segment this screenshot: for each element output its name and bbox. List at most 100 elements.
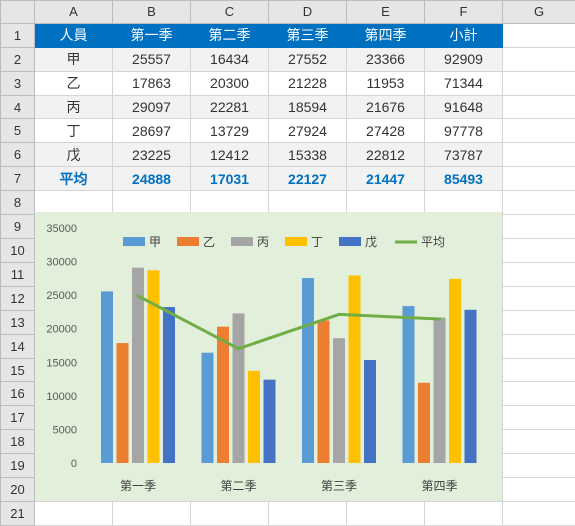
column-header-g[interactable]: G <box>502 0 575 24</box>
header-cell[interactable]: 小計 <box>424 22 503 48</box>
cell[interactable] <box>502 94 575 120</box>
embedded-chart[interactable]: 0 5000 10000 15000 20000 25000 30000 35000 甲 第一季… <box>35 212 502 501</box>
cell[interactable] <box>346 500 425 526</box>
cell[interactable]: 22812 <box>346 142 425 168</box>
cell[interactable] <box>502 333 575 359</box>
cell[interactable] <box>112 500 191 526</box>
column-header-a[interactable]: A <box>34 0 113 24</box>
cell[interactable] <box>502 22 575 48</box>
bar-甲[interactable]: 甲 第一季: 25557 <box>101 291 113 463</box>
cell[interactable] <box>502 381 575 407</box>
cell[interactable]: 戊 <box>34 142 113 168</box>
column-header-f[interactable]: F <box>424 0 503 24</box>
cell[interactable]: 23225 <box>112 142 191 168</box>
row-header[interactable]: 20 <box>0 477 35 502</box>
cell[interactable] <box>502 166 575 192</box>
bar-乙[interactable]: 乙 第一季: 17863 <box>116 343 129 463</box>
cell[interactable]: 乙 <box>34 70 113 96</box>
cell[interactable]: 13729 <box>190 118 269 144</box>
cell[interactable]: 11953 <box>346 70 425 96</box>
row-header[interactable]: 19 <box>0 453 35 479</box>
cell[interactable]: 92909 <box>424 46 503 72</box>
row-header[interactable]: 4 <box>0 94 35 120</box>
cell[interactable] <box>502 238 575 263</box>
cell[interactable] <box>268 190 347 216</box>
bar-戊[interactable]: 戊 第二季: 12412 <box>263 379 276 463</box>
header-cell[interactable]: 人員 <box>34 22 113 48</box>
bar-丁[interactable]: 丁 第一季: 28697 <box>147 270 160 463</box>
row-header[interactable]: 7 <box>0 166 35 192</box>
bar-戊[interactable]: 戊 第一季: 23225 <box>163 307 175 463</box>
bar-戊[interactable]: 戊 第三季: 15338 <box>364 360 376 463</box>
cell[interactable]: 21676 <box>346 94 425 120</box>
bar-乙[interactable]: 乙 第三季: 21228 <box>317 320 330 463</box>
bar-丙[interactable]: 丙 第二季: 22281 <box>232 313 245 463</box>
row-header[interactable]: 12 <box>0 285 35 311</box>
cell[interactable] <box>346 190 425 216</box>
cell[interactable] <box>268 500 347 526</box>
cell[interactable]: 25557 <box>112 46 191 72</box>
cell[interactable]: 15338 <box>268 142 347 168</box>
cell[interactable] <box>502 118 575 144</box>
average-line[interactable] <box>137 294 440 351</box>
cell[interactable] <box>502 261 575 287</box>
row-header[interactable]: 10 <box>0 238 35 263</box>
header-cell[interactable]: 第三季 <box>268 22 347 48</box>
average-cell[interactable]: 85493 <box>424 166 503 192</box>
bar-甲[interactable]: 甲 第三季: 27552 <box>302 278 314 463</box>
cell[interactable]: 丁 <box>34 118 113 144</box>
average-cell[interactable]: 22127 <box>268 166 347 192</box>
average-cell[interactable]: 21447 <box>346 166 425 192</box>
cell[interactable] <box>502 309 575 335</box>
bar-丁[interactable]: 丁 第四季: 27428 <box>449 278 461 463</box>
row-header[interactable]: 17 <box>0 405 35 431</box>
average-label-cell[interactable]: 平均 <box>34 166 113 192</box>
bar-乙[interactable]: 乙 第二季: 20300 <box>217 326 229 463</box>
bar-戊[interactable]: 戊 第四季: 22812 <box>464 309 477 463</box>
cell[interactable] <box>502 500 575 526</box>
cell[interactable]: 29097 <box>112 94 191 120</box>
row-header[interactable]: 6 <box>0 142 35 168</box>
header-cell[interactable]: 第二季 <box>190 22 269 48</box>
cell[interactable] <box>502 190 575 216</box>
cell[interactable]: 21228 <box>268 70 347 96</box>
bar-丙[interactable]: 丙 第一季: 29097 <box>132 267 144 463</box>
average-cell[interactable]: 17031 <box>190 166 269 192</box>
average-cell[interactable]: 24888 <box>112 166 191 192</box>
cell[interactable]: 甲 <box>34 46 113 72</box>
average-point[interactable] <box>237 347 240 351</box>
cell[interactable]: 12412 <box>190 142 269 168</box>
cell[interactable]: 73787 <box>424 142 503 168</box>
row-header[interactable]: 11 <box>0 261 35 287</box>
cell[interactable] <box>502 477 575 502</box>
cell[interactable] <box>502 405 575 431</box>
bar-甲[interactable]: 甲 第四季: 23366 <box>402 306 415 463</box>
cell[interactable]: 16434 <box>190 46 269 72</box>
cell[interactable] <box>502 46 575 72</box>
header-cell[interactable]: 第一季 <box>112 22 191 48</box>
row-header[interactable]: 1 <box>0 22 35 48</box>
cell[interactable] <box>502 285 575 311</box>
cell[interactable]: 18594 <box>268 94 347 120</box>
cell[interactable] <box>502 142 575 168</box>
cell[interactable]: 91648 <box>424 94 503 120</box>
cell[interactable] <box>502 429 575 455</box>
average-point[interactable] <box>438 317 441 321</box>
cell[interactable]: 20300 <box>190 70 269 96</box>
row-header[interactable]: 21 <box>0 500 35 526</box>
column-header-c[interactable]: C <box>190 0 269 24</box>
column-header-d[interactable]: D <box>268 0 347 24</box>
bar-丙[interactable]: 丙 第四季: 21676 <box>433 317 446 463</box>
row-header[interactable]: 5 <box>0 118 35 144</box>
cell[interactable]: 27552 <box>268 46 347 72</box>
row-header[interactable]: 13 <box>0 309 35 335</box>
cell[interactable]: 97778 <box>424 118 503 144</box>
cell[interactable]: 23366 <box>346 46 425 72</box>
bar-丁[interactable]: 丁 第三季: 27924 <box>348 275 361 463</box>
cell[interactable]: 27428 <box>346 118 425 144</box>
cell[interactable]: 丙 <box>34 94 113 120</box>
header-cell[interactable]: 第四季 <box>346 22 425 48</box>
row-header[interactable]: 9 <box>0 214 35 240</box>
column-header-b[interactable]: B <box>112 0 191 24</box>
row-header[interactable]: 14 <box>0 333 35 359</box>
